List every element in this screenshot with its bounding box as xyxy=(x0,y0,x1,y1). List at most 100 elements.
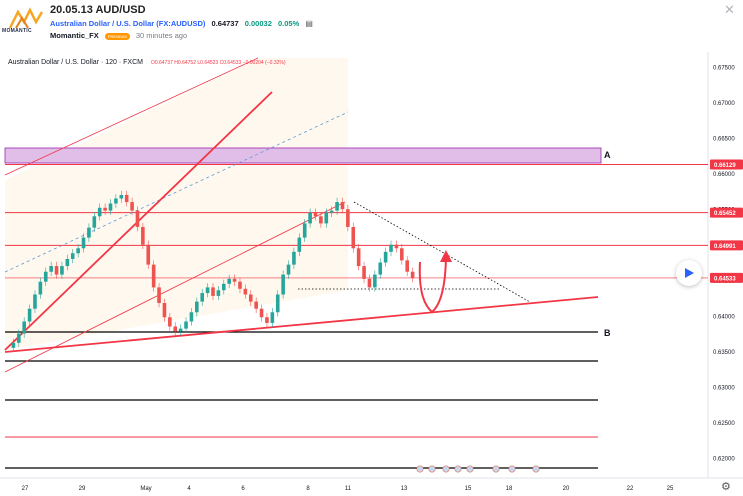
candle xyxy=(60,266,64,275)
price-tag xyxy=(710,207,743,218)
candle xyxy=(151,264,156,288)
candle xyxy=(286,264,291,275)
candle xyxy=(281,274,285,295)
economic-event-icon[interactable] xyxy=(466,465,474,473)
price-tag xyxy=(710,272,743,283)
support-label-b: B xyxy=(604,328,611,338)
candle xyxy=(97,207,102,217)
candle xyxy=(373,274,377,288)
play-button[interactable] xyxy=(676,260,702,286)
price-tag-label: 0.65452 xyxy=(714,211,736,217)
price-tag xyxy=(710,240,743,251)
candle xyxy=(394,244,399,249)
publish-time: 30 minutes ago xyxy=(135,31,188,40)
candle xyxy=(38,281,43,295)
economic-event-icon[interactable] xyxy=(442,465,450,473)
candle xyxy=(254,301,258,309)
candle xyxy=(184,321,188,329)
candle xyxy=(146,244,151,265)
price-tick-label: 0.62000 xyxy=(713,457,735,463)
candle xyxy=(49,266,53,272)
candle xyxy=(92,216,97,228)
economic-event-icon[interactable] xyxy=(416,465,424,473)
candle xyxy=(389,244,393,252)
symbol-row: Australian Dollar / U.S. Dollar (FX:AUDU… xyxy=(50,19,313,28)
candle xyxy=(27,308,32,322)
channel-shade xyxy=(5,58,348,350)
candle xyxy=(162,303,167,318)
play-icon xyxy=(685,268,694,278)
chart-legend: Australian Dollar / U.S. Dollar · 120 · … xyxy=(8,59,286,66)
time-tick-label: 6 xyxy=(241,486,245,492)
candle xyxy=(248,294,253,302)
price-tag-label: 0.64991 xyxy=(714,244,736,250)
candle xyxy=(200,293,205,302)
candle xyxy=(405,260,410,272)
candle xyxy=(141,226,145,245)
time-tick-label: 27 xyxy=(22,486,29,492)
channel-top-line xyxy=(4,57,259,176)
candle xyxy=(346,209,350,227)
candle xyxy=(70,253,75,259)
candle xyxy=(114,198,118,204)
economic-event-icon[interactable] xyxy=(428,465,436,473)
candle xyxy=(292,251,296,265)
candle xyxy=(302,223,307,238)
candle xyxy=(108,203,113,211)
author-name[interactable]: Momantic_FX xyxy=(50,31,99,40)
last-price: 0.64737 xyxy=(211,19,239,28)
economic-event-icon[interactable] xyxy=(454,465,462,473)
economic-event-icon[interactable] xyxy=(532,465,540,473)
candle xyxy=(410,271,415,279)
candle xyxy=(135,210,140,227)
economic-event-icon[interactable] xyxy=(492,465,500,473)
candle xyxy=(43,271,48,282)
candle xyxy=(351,226,356,249)
price-tag-label: 0.66129 xyxy=(714,163,736,169)
triangle-upper-line xyxy=(353,201,531,303)
candle xyxy=(367,278,372,288)
candle xyxy=(319,216,323,224)
candle xyxy=(16,333,21,343)
candle xyxy=(81,237,86,249)
chart-icon[interactable]: ▤ xyxy=(305,19,313,28)
price-tick-label: 0.63000 xyxy=(713,385,735,391)
economic-event-icon[interactable] xyxy=(508,465,516,473)
candle xyxy=(400,248,404,261)
time-tick-label: 8 xyxy=(306,486,310,492)
premium-badge: PREMIUM xyxy=(104,32,130,40)
candle xyxy=(227,278,231,284)
author-row: Momantic_FX PREMIUM 30 minutes ago xyxy=(50,31,187,40)
price-change: 0.00032 xyxy=(244,19,272,28)
time-tick-label: May xyxy=(140,486,151,492)
price-chart[interactable]: 0.675000.670000.665000.660000.655000.650… xyxy=(0,52,743,496)
legend-symbol: Australian Dollar / U.S. Dollar · 120 · … xyxy=(8,59,143,66)
close-icon[interactable]: ✕ xyxy=(724,2,735,17)
top-bar: MOMANTIC 20.05.13 AUD/USD Australian Dol… xyxy=(0,0,743,44)
candle xyxy=(259,308,264,318)
candle xyxy=(378,262,383,275)
channel-bottom-line xyxy=(4,201,346,373)
price-tick-label: 0.63500 xyxy=(713,350,735,356)
candle xyxy=(22,321,26,334)
price-change-percent: 0.05% xyxy=(277,19,300,28)
candle xyxy=(211,287,215,296)
candle xyxy=(238,281,242,289)
symbol-link[interactable]: Australian Dollar / U.S. Dollar (FX:AUDU… xyxy=(50,19,206,28)
momantic-logo xyxy=(8,7,44,29)
idea-title: 20.05.13 AUD/USD xyxy=(50,4,146,16)
candle xyxy=(11,342,16,348)
gear-icon[interactable]: ⚙ xyxy=(721,481,731,493)
candle xyxy=(265,317,269,323)
candle xyxy=(119,194,124,199)
candle xyxy=(297,237,302,252)
logo-text: MOMANTIC xyxy=(2,28,32,34)
candle xyxy=(76,248,80,254)
candle xyxy=(243,288,248,295)
projection-arrowhead xyxy=(440,250,452,262)
candle xyxy=(173,326,178,332)
price-tick-label: 0.67000 xyxy=(713,101,735,107)
resistance-zone-a xyxy=(4,147,602,164)
candle xyxy=(275,294,280,313)
candle xyxy=(340,202,345,210)
